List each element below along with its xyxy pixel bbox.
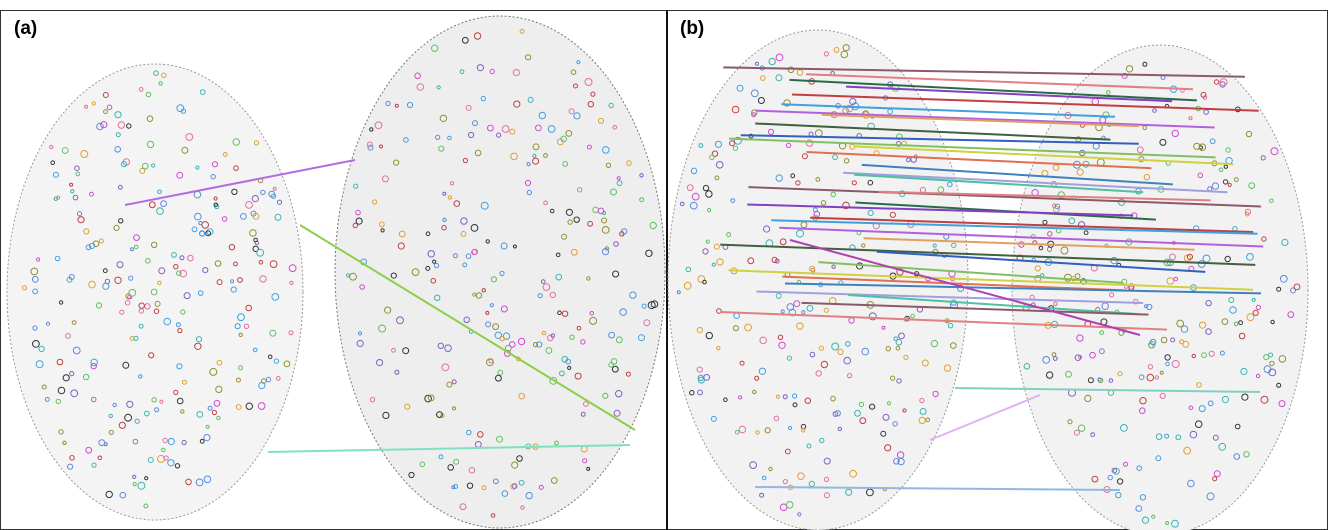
page: (a) (b) (() => { const data = JSON.parse… — [0, 0, 1328, 530]
figure: (a) (b) — [0, 0, 1328, 530]
image-ellipse — [7, 64, 303, 520]
panel-label: (b) — [680, 18, 704, 39]
panel-label: (a) — [14, 18, 37, 39]
